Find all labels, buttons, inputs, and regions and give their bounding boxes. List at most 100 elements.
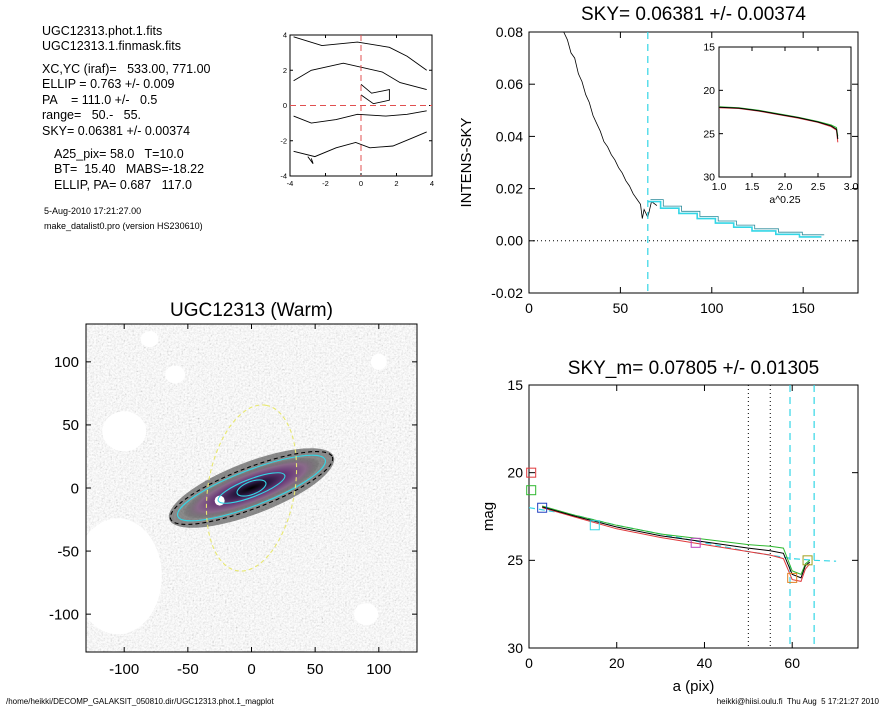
mag-ytick-label: 20 — [507, 465, 523, 481]
image-ytick-label: -100 — [49, 606, 79, 623]
mag-xlabel: a (pix) — [673, 678, 715, 695]
contour-line — [293, 62, 427, 91]
inset-xtick-label: 3.0 — [844, 181, 859, 193]
mag-marker-red — [526, 467, 537, 478]
sky-xtick-label: 100 — [700, 300, 724, 316]
mag-marker-green — [526, 485, 537, 496]
mask-region — [354, 603, 379, 626]
contour-ytick-label: -2 — [280, 136, 287, 145]
mag-xtick-label: 60 — [784, 655, 800, 671]
mask-region — [102, 411, 147, 452]
mag-marker-olive — [802, 555, 813, 566]
mag-series-green — [542, 505, 811, 576]
info-line-4: PA = 111.0 +/- 0.5 — [42, 93, 158, 107]
image-xtick-label: 100 — [366, 661, 391, 678]
mag-series-red — [542, 507, 811, 582]
contour-line — [293, 110, 427, 124]
contour-ytick-label: 2 — [283, 66, 287, 75]
sky-title: SKY= 0.06381 +/- 0.00374 — [581, 4, 806, 25]
image-xtick-label: -50 — [177, 661, 199, 678]
contour-ytick-label: 0 — [283, 101, 287, 110]
footer-left: /home/heikki/DECOMP_GALAKSIT_050810.dir/… — [6, 697, 274, 706]
mag-marker-blue — [537, 502, 548, 513]
image-xtick-label: -100 — [109, 661, 139, 678]
image-ellipse-black — [169, 451, 334, 525]
sky-ytick-label: 0.00 — [496, 233, 523, 249]
info-line-1: UGC12313.1.finmask.fits — [42, 39, 181, 53]
mask-region — [86, 518, 162, 635]
info-line-0: UGC12313.phot.1.fits — [42, 24, 163, 38]
sky-xtick-label: 150 — [791, 300, 815, 316]
image-ytick-label: -50 — [57, 543, 79, 560]
mag-series-black — [542, 506, 811, 579]
sky-step-line-2 — [650, 199, 825, 236]
mag-marker-magenta — [690, 537, 701, 548]
sky-xtick-label: 0 — [525, 300, 533, 316]
contour-line — [293, 36, 427, 71]
sky-ytick-label: 0.06 — [496, 76, 523, 92]
inset-xtick-label: 1.5 — [745, 181, 760, 193]
inset-xlabel: a^0.25 — [769, 194, 800, 206]
sky-frame — [528, 31, 859, 294]
info-line-3: ELLIP = 0.763 +/- 0.009 — [42, 77, 175, 91]
inset-xtick-label: 2.0 — [778, 181, 793, 193]
sky-step-line — [647, 200, 822, 238]
inset-bg — [719, 47, 851, 177]
image-ytick-label: 50 — [62, 417, 79, 434]
image-ellipse-cyan — [217, 472, 286, 504]
sky-ytick-label: -0.02 — [491, 285, 523, 301]
contour-xtick-label: -2 — [322, 179, 329, 188]
contour-line — [360, 83, 390, 105]
mag-frame — [528, 384, 859, 649]
image-area — [86, 324, 417, 652]
info2-line-2: ELLIP, PA= 0.687 117.0 — [54, 178, 192, 192]
sky-ytick-label: 0.02 — [496, 181, 523, 197]
mag-ytick-label: 30 — [507, 640, 523, 656]
info2-line-1: BT= 15.40 MABS=-18.22 — [54, 162, 205, 176]
sky-ytick-label: 0.08 — [496, 24, 523, 40]
contour-xtick-label: 2 — [394, 179, 398, 188]
mag-model-line — [528, 507, 837, 562]
mag-ytick-label: 25 — [507, 552, 523, 568]
sky-ytick-label: 0.04 — [496, 128, 523, 144]
mag-xtick-label: 0 — [525, 655, 533, 671]
contour-xtick-label: 4 — [430, 179, 434, 188]
sky-ylabel: INTENS-SKY — [458, 117, 475, 207]
mag-ylabel: mag — [480, 502, 497, 531]
image-ellipse-cyan — [236, 479, 267, 497]
image-ellipse-yellow — [205, 404, 298, 572]
inset-ytick-label: 20 — [703, 85, 715, 97]
mag-xtick-label: 20 — [609, 655, 625, 671]
mag-xtick-label: 40 — [697, 655, 713, 671]
inset-ytick-label: 15 — [703, 42, 715, 54]
image-xtick-label: 0 — [247, 661, 255, 678]
image-title: UGC12313 (Warm) — [170, 300, 333, 321]
mask-region — [370, 353, 387, 370]
image-xtick-label: 50 — [307, 661, 324, 678]
inset-ytick-label: 30 — [703, 172, 715, 184]
info-line-2: XC,YC (iraf)= 533.00, 771.00 — [42, 62, 211, 76]
mag-marker-orange — [787, 572, 798, 583]
mag-ytick-label: 15 — [507, 377, 523, 393]
contour-ytick-label: 4 — [283, 31, 287, 40]
inset-series-black — [718, 106, 839, 139]
mask-region — [140, 331, 159, 348]
mask-region — [165, 365, 186, 384]
sky-xtick-label: 50 — [613, 300, 629, 316]
image-ytick-label: 100 — [54, 354, 79, 371]
contour-xtick-label: -4 — [287, 179, 294, 188]
inset-xtick-label: 2.5 — [811, 181, 826, 193]
contour-ytick-label: -4 — [280, 172, 287, 181]
mag-marker-cyan — [589, 520, 600, 531]
inset-xtick-label: 1.0 — [712, 181, 727, 193]
image-ellipse-cyan — [177, 454, 326, 522]
image-ytick-label: 0 — [71, 480, 79, 497]
contour-line — [307, 156, 314, 164]
info2-line-0: A25_pix= 58.0 T=10.0 — [54, 147, 184, 161]
mag-title: SKY_m= 0.07805 +/- 0.01305 — [568, 358, 819, 379]
inset-ytick-label: 25 — [703, 128, 715, 140]
contour-line — [293, 131, 427, 158]
info-program: make_datalist0.pro (version HS230610) — [44, 221, 203, 231]
footer-right: heikki@hiisi.oulu.fi Thu Aug 5 17:21:27 … — [716, 697, 879, 706]
